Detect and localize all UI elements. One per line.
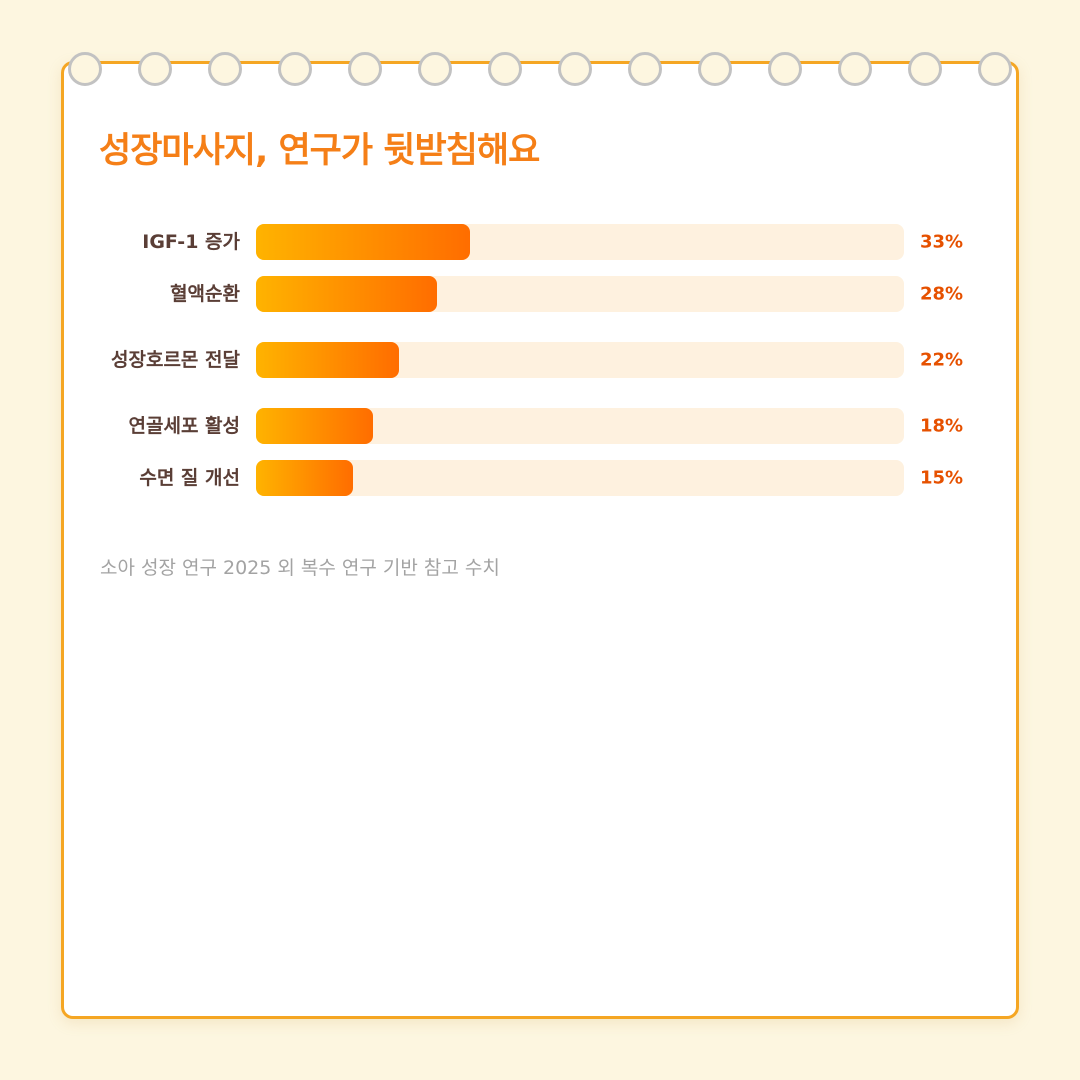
bar-value-label: 18%	[920, 415, 964, 437]
bar-label: IGF-1 증가	[142, 231, 240, 253]
bar	[256, 408, 373, 444]
bar	[256, 276, 438, 312]
bar	[256, 224, 470, 260]
binding-ring-icon	[908, 52, 942, 86]
bar-track	[256, 460, 904, 496]
binding-ring-icon	[558, 52, 592, 86]
bar-label: 성장호르몬 전달	[111, 349, 240, 371]
bar-value-label: 28%	[920, 283, 964, 305]
binding-ring-icon	[278, 52, 312, 86]
bar-track	[256, 342, 904, 378]
binding-ring-icon	[138, 52, 172, 86]
binding-ring-icon	[978, 52, 1012, 86]
footnote: 소아 성장 연구 2025 외 복수 연구 기반 참고 수치	[100, 557, 500, 579]
bar-value-label: 22%	[920, 349, 964, 371]
bar-label: 수면 질 개선	[139, 467, 240, 489]
binding-ring-icon	[68, 52, 102, 86]
binding-ring-icon	[418, 52, 452, 86]
binding-ring-icon	[488, 52, 522, 86]
chart-title: 성장마사지, 연구가 뒷받침해요	[99, 131, 540, 171]
bar-track	[256, 408, 904, 444]
bar-track	[256, 276, 904, 312]
binding-ring-icon	[698, 52, 732, 86]
binding-ring-icon	[348, 52, 382, 86]
bar-track	[256, 224, 904, 260]
bar	[256, 460, 354, 496]
bar-value-label: 15%	[920, 467, 964, 489]
bar-label: 혈액순환	[170, 283, 240, 305]
binding-ring-icon	[628, 52, 662, 86]
bar-label: 연골세포 활성	[128, 415, 241, 437]
bar	[256, 342, 399, 378]
binding-ring-icon	[208, 52, 242, 86]
notebook-card	[61, 61, 1019, 1019]
bar-value-label: 33%	[920, 231, 964, 253]
binding-ring-icon	[768, 52, 802, 86]
binding-ring-icon	[838, 52, 872, 86]
